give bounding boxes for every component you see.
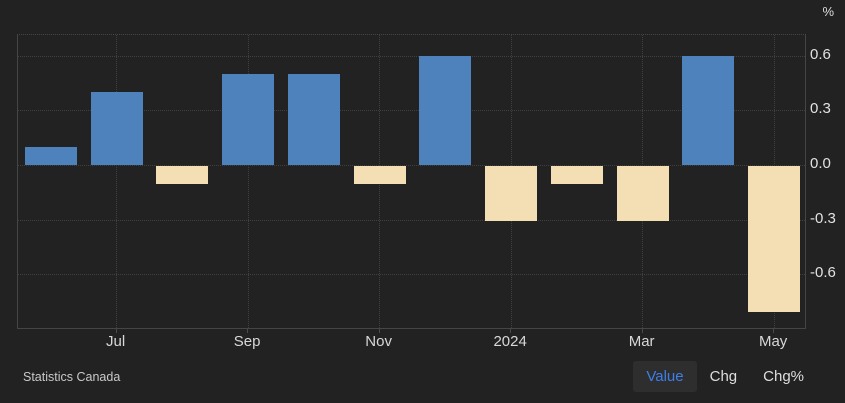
plot-area[interactable] bbox=[17, 34, 806, 329]
tab-value[interactable]: Value bbox=[633, 361, 697, 392]
x-axis-tick-label: Nov bbox=[365, 333, 392, 350]
tab-chg[interactable]: Chg bbox=[697, 361, 751, 392]
x-axis-tick bbox=[247, 329, 249, 333]
gridline-vertical bbox=[116, 35, 118, 328]
bar-feb-2024[interactable] bbox=[550, 166, 603, 185]
bar-mar-2024[interactable] bbox=[616, 166, 669, 221]
y-axis-tick-label: 0.3 bbox=[810, 100, 831, 118]
bar-may-2024[interactable] bbox=[748, 166, 801, 312]
bar-jan-2024[interactable] bbox=[485, 166, 538, 221]
tab-chg-percent[interactable]: Chg% bbox=[750, 361, 817, 392]
bar-aug-2023[interactable] bbox=[156, 166, 209, 185]
y-axis-tick-label: 0.0 bbox=[810, 155, 831, 172]
x-axis-tick-label: Mar bbox=[628, 333, 655, 350]
bar-jun-2023[interactable] bbox=[24, 146, 77, 165]
y-axis-tick-label: 0.6 bbox=[810, 45, 831, 63]
x-axis-tick bbox=[115, 329, 117, 333]
display-mode-tabs: Value Chg Chg% bbox=[633, 361, 817, 392]
bar-dec-2023[interactable] bbox=[419, 55, 472, 165]
x-axis-tick bbox=[641, 329, 643, 333]
source-attribution: Statistics Canada bbox=[23, 370, 121, 384]
y-axis-tick-label: -0.6 bbox=[810, 264, 836, 282]
gridline-horizontal bbox=[18, 55, 805, 57]
bar-nov-2023[interactable] bbox=[353, 166, 406, 185]
y-axis-tick-label: -0.3 bbox=[810, 209, 836, 227]
x-axis-tick bbox=[773, 329, 775, 333]
x-axis-tick bbox=[510, 329, 512, 333]
bar-jul-2023[interactable] bbox=[90, 92, 143, 165]
x-axis-tick bbox=[378, 329, 380, 333]
gridline-horizontal bbox=[18, 165, 805, 166]
gridline-horizontal bbox=[18, 110, 805, 112]
gridline-vertical bbox=[247, 35, 249, 328]
gridline-horizontal bbox=[18, 274, 805, 276]
bar-apr-2024[interactable] bbox=[682, 55, 735, 165]
bar-oct-2023[interactable] bbox=[287, 73, 340, 165]
x-axis-tick-label: Jul bbox=[106, 333, 126, 350]
y-axis-unit-label: % bbox=[822, 4, 834, 19]
x-axis-tick-label: May bbox=[758, 333, 788, 350]
bar-sep-2023[interactable] bbox=[222, 73, 275, 165]
gridline-horizontal bbox=[18, 219, 805, 221]
x-axis-tick-label: 2024 bbox=[493, 333, 527, 350]
x-axis-tick-label: Sep bbox=[233, 333, 261, 350]
